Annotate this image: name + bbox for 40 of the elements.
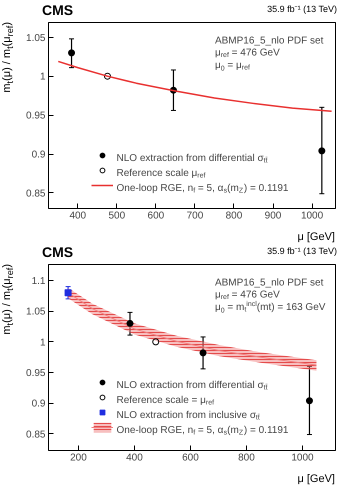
point — [200, 349, 207, 356]
y-tick-label: 0.85 — [26, 429, 46, 440]
x-tick-label: 800 — [238, 452, 256, 464]
chart-subtitle: 35.9 fb⁻¹ (13 TeV) — [267, 245, 337, 258]
annotation: ABMP16_5_nlo PDF set — [214, 278, 324, 289]
x-axis-title: μ [GeV] — [296, 230, 335, 245]
x-tick-label: 700 — [186, 210, 204, 222]
point — [152, 338, 160, 346]
line-series — [58, 60, 332, 112]
x-tick-label: 500 — [108, 210, 126, 222]
x-tick-label: 800 — [226, 210, 243, 222]
x-tick-label: 900 — [264, 210, 282, 222]
point — [68, 49, 76, 56]
y-tick-label: 0.95 — [26, 368, 46, 380]
x-tick-label: 1000 — [291, 452, 314, 464]
x-tick-label: 1000 — [300, 210, 324, 222]
chart-title: CMS — [42, 1, 74, 20]
y-tick-label: 1.05 — [26, 32, 46, 44]
y-tick-label: 0.95 — [26, 110, 46, 122]
x-axis-title: μ [GeV] — [296, 472, 335, 487]
y-tick-label: 1 — [40, 72, 46, 83]
y-tick-label: 0.9 — [32, 398, 46, 410]
y-tick-label: 1.05 — [26, 306, 46, 318]
y-tick-label: 0.85 — [26, 188, 46, 200]
point — [64, 289, 72, 296]
y-tick-label: 1 — [40, 337, 46, 348]
y-tick-label: 0.9 — [32, 150, 46, 161]
point — [318, 147, 326, 154]
x-tick-label: 600 — [148, 210, 165, 222]
x-tick-label: 200 — [70, 452, 88, 464]
x-tick-label: 400 — [69, 210, 87, 222]
point — [306, 397, 313, 404]
x-tick-label: 600 — [182, 452, 200, 464]
chart-subtitle: 35.9 fb⁻¹ (13 TeV) — [267, 3, 337, 16]
y-tick-label: 1.1 — [32, 276, 46, 287]
point — [104, 72, 111, 80]
x-tick-label: 400 — [126, 452, 144, 464]
point — [126, 320, 134, 327]
annotation: ABMP16_5_nlo PDF set — [214, 36, 324, 47]
chart-title: CMS — [42, 243, 74, 262]
